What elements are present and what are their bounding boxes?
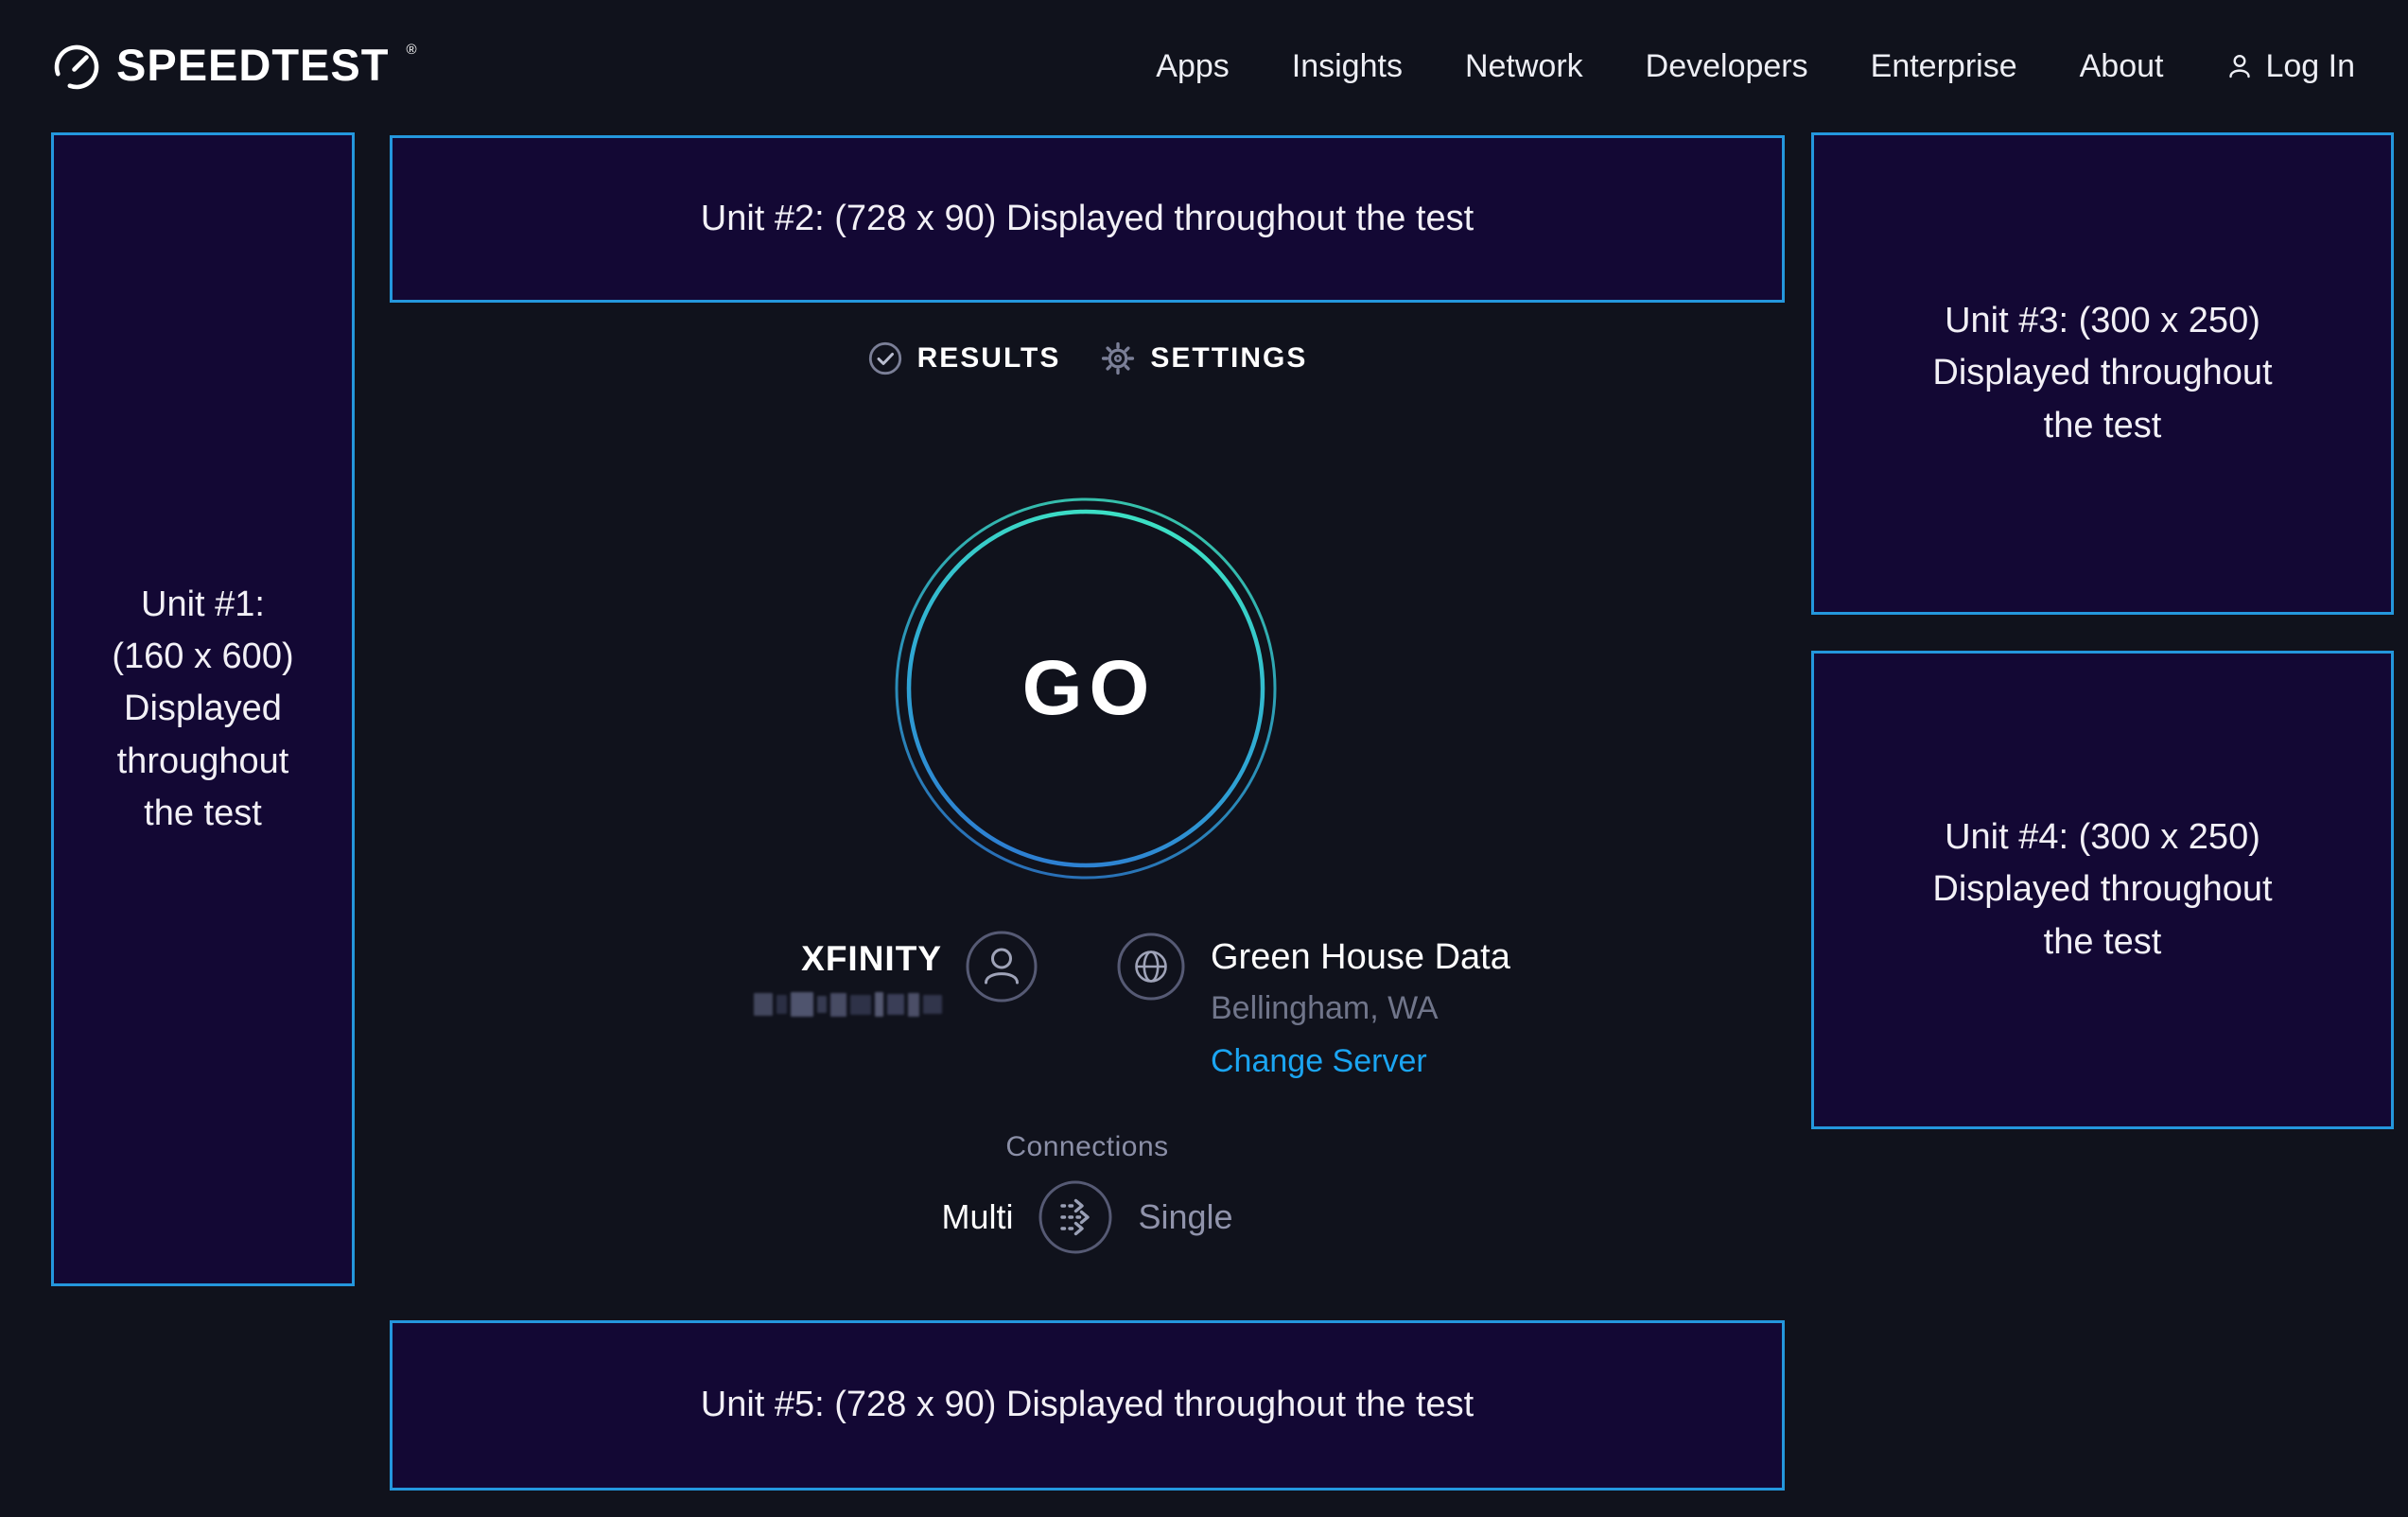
header: SPEEDTEST ® Apps Insights Network Develo… xyxy=(0,0,2408,132)
tab-settings-label: SETTINGS xyxy=(1150,342,1308,374)
ad-text-line: Unit #5: (728 x 90) Displayed throughout… xyxy=(700,1385,1474,1425)
go-ring xyxy=(895,497,1277,880)
tab-results-label: RESULTS xyxy=(916,342,1061,374)
go-label: GO xyxy=(1021,645,1157,731)
change-server-link[interactable]: Change Server xyxy=(1211,1043,1427,1079)
ad-unit-3[interactable]: Unit #3: (300 x 250) Displayed throughou… xyxy=(1811,132,2394,615)
view-tabs: RESULTS SETTINGS xyxy=(390,340,1785,376)
tab-settings[interactable]: SETTINGS xyxy=(1100,340,1307,376)
ad-text-line: Unit #2: (728 x 90) Displayed throughout… xyxy=(700,198,1474,238)
gear-icon xyxy=(1102,341,1135,375)
person-icon xyxy=(966,931,1038,1003)
ad-text-line: throughout xyxy=(116,741,289,781)
nav-apps[interactable]: Apps xyxy=(1156,47,1230,84)
ad-text-line: Unit #3: (300 x 250) xyxy=(1945,301,2260,341)
server-block: Green House Data Bellingham, WA Change S… xyxy=(1211,937,1510,1080)
nav-login[interactable]: Log In xyxy=(2225,48,2355,85)
tab-results[interactable]: RESULTS xyxy=(867,340,1061,376)
ad-unit-2-text: Unit #2: (728 x 90) Displayed throughout… xyxy=(701,193,1474,245)
ad-text-line: the test xyxy=(144,793,262,833)
nav-enterprise[interactable]: Enterprise xyxy=(1870,47,2017,84)
nav-insights[interactable]: Insights xyxy=(1291,47,1403,84)
nav-developers[interactable]: Developers xyxy=(1645,47,1808,84)
speedtest-logo[interactable]: SPEEDTEST ® xyxy=(52,41,417,92)
connections-single-label[interactable]: Single xyxy=(1138,1197,1233,1236)
connections-multi-label[interactable]: Multi xyxy=(941,1197,1014,1236)
logo-text: SPEEDTEST xyxy=(116,40,390,90)
ad-text-line: the test xyxy=(2043,921,2162,962)
connections-section: Connections Multi Single xyxy=(390,1131,1785,1255)
ad-text-line: Unit #1: xyxy=(141,584,265,625)
check-circle-icon xyxy=(868,341,901,375)
person-icon xyxy=(2229,54,2251,78)
ad-text-line: Displayed throughout xyxy=(1932,353,2273,393)
ad-unit-3-text: Unit #3: (300 x 250) Displayed throughou… xyxy=(1932,295,2272,451)
ad-unit-5-text: Unit #5: (728 x 90) Displayed throughout… xyxy=(701,1379,1474,1431)
isp-block: XFINITY xyxy=(728,939,942,1017)
ad-text-line: (160 x 600) xyxy=(112,636,294,677)
ad-unit-2[interactable]: Unit #2: (728 x 90) Displayed throughout… xyxy=(390,135,1785,303)
server-location: Bellingham, WA xyxy=(1211,990,1439,1026)
go-button[interactable]: GO xyxy=(892,495,1280,882)
ad-text-line: Unit #4: (300 x 250) xyxy=(1945,817,2260,858)
ad-unit-1[interactable]: Unit #1: (160 x 600) Displayed throughou… xyxy=(51,132,355,1286)
ad-unit-5[interactable]: Unit #5: (728 x 90) Displayed throughout… xyxy=(390,1320,1785,1491)
globe-icon xyxy=(1117,933,1185,1001)
connections-label: Connections xyxy=(1005,1131,1169,1162)
nav-network[interactable]: Network xyxy=(1464,47,1583,84)
host-info-row: XFINITY Green House Data Bellingham, WA … xyxy=(728,930,1510,1080)
ad-text-line: the test xyxy=(2043,405,2162,445)
gauge-icon xyxy=(54,44,99,90)
ad-unit-1-text: Unit #1: (160 x 600) Displayed throughou… xyxy=(112,579,293,839)
main-nav: Apps Insights Network Developers Enterpr… xyxy=(1156,48,2355,85)
nav-about[interactable]: About xyxy=(2079,47,2164,84)
redacted-ip xyxy=(728,992,942,1017)
isp-name: XFINITY xyxy=(801,939,942,978)
ad-text-line: Displayed throughout xyxy=(1932,869,2273,910)
nav-login-label: Log In xyxy=(2265,47,2355,84)
ad-text-line: Displayed xyxy=(124,689,282,729)
server-name: Green House Data xyxy=(1211,937,1510,977)
connections-toggle-row: Multi Single xyxy=(390,1179,1785,1255)
ad-unit-4[interactable]: Unit #4: (300 x 250) Displayed throughou… xyxy=(1811,651,2394,1129)
dashed-arrows-icon[interactable] xyxy=(1038,1179,1113,1255)
ad-unit-4-text: Unit #4: (300 x 250) Displayed throughou… xyxy=(1932,811,2272,968)
logo-trademark: ® xyxy=(406,42,417,58)
